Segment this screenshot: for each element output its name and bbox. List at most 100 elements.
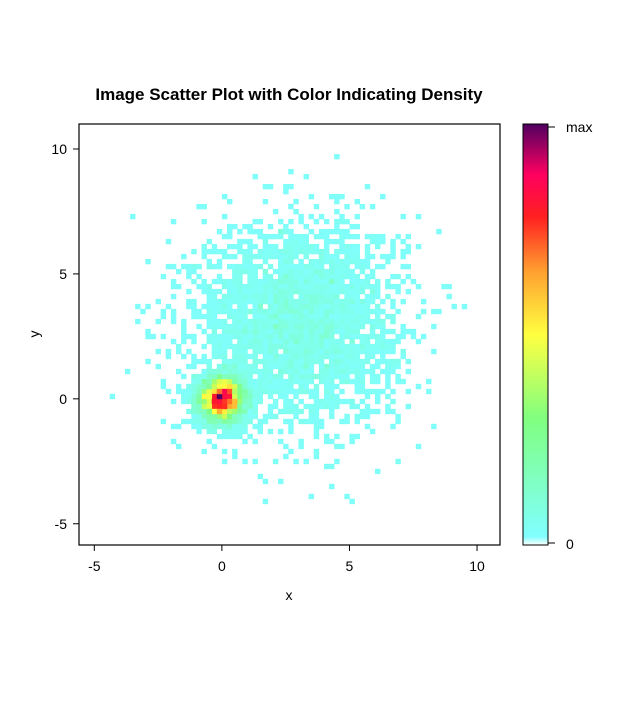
density-cell: [318, 328, 325, 335]
density-cell: [308, 213, 315, 220]
density-cell: [308, 283, 315, 290]
density-cell: [303, 308, 309, 315]
density-cell: [298, 268, 304, 275]
density-cell: [226, 358, 233, 365]
density-cell: [247, 338, 253, 345]
density-cell: [201, 303, 207, 310]
density-cell: [257, 378, 264, 385]
density-cell: [186, 263, 192, 270]
density-cell: [267, 428, 274, 435]
density-cell: [257, 278, 264, 285]
density-cell: [247, 238, 253, 245]
density-cell: [288, 303, 294, 310]
density-cell: [288, 168, 294, 175]
density-cell: [349, 343, 355, 350]
density-cell: [267, 323, 274, 330]
density-cell: [339, 353, 345, 360]
density-cell: [211, 313, 218, 320]
density-cell: [329, 283, 335, 290]
density-cell: [283, 183, 289, 190]
density-cell: [232, 318, 238, 325]
density-cell: [278, 258, 284, 265]
density-cell: [293, 198, 299, 205]
density-cell: [206, 363, 213, 370]
density-cell: [262, 258, 269, 265]
density-cell: [323, 298, 330, 305]
density-cell: [283, 418, 289, 425]
density-cell: [323, 238, 330, 245]
density-cell: [339, 238, 345, 245]
density-cell: [191, 378, 197, 385]
density-cell: [247, 253, 253, 260]
density-cell: [226, 388, 233, 395]
density-cell: [293, 263, 299, 270]
density-cell: [410, 333, 417, 340]
density-cell: [390, 313, 396, 320]
density-cell: [374, 313, 381, 320]
density-cell: [242, 403, 248, 410]
density-cell: [242, 303, 248, 310]
density-cell: [313, 268, 320, 275]
density-cell: [278, 373, 284, 380]
density-cell: [272, 388, 279, 395]
density-cell: [313, 303, 320, 310]
density-cell: [252, 278, 258, 285]
density-cell: [242, 388, 248, 395]
density-cell: [415, 443, 422, 450]
density-cell: [252, 328, 258, 335]
density-cell: [334, 373, 340, 380]
density-cell: [349, 268, 355, 275]
density-cell: [201, 373, 207, 380]
density-cell: [329, 413, 335, 420]
density-cell: [303, 458, 309, 465]
density-cell: [252, 338, 258, 345]
density-cell: [237, 368, 243, 375]
density-cell: [232, 363, 238, 370]
density-cell: [349, 253, 355, 260]
density-cell: [385, 278, 391, 285]
density-cell: [318, 398, 325, 405]
density-cell: [390, 408, 396, 415]
density-cell: [278, 408, 284, 415]
density-cell: [354, 213, 361, 220]
density-cell: [226, 383, 233, 390]
density-cell: [262, 283, 269, 290]
density-cell: [374, 293, 381, 300]
density-cell: [216, 303, 223, 310]
density-cell: [262, 388, 269, 395]
density-cell: [232, 453, 238, 460]
density-cell: [359, 413, 366, 420]
density-cell: [349, 363, 355, 370]
density-cell: [252, 298, 258, 305]
density-cell: [374, 388, 381, 395]
density-cell: [298, 238, 304, 245]
density-cell: [318, 378, 325, 385]
density-cell: [395, 283, 401, 290]
density-cell: [298, 388, 304, 395]
density-cell: [354, 308, 361, 315]
density-cell: [216, 258, 223, 265]
density-cell: [226, 293, 233, 300]
density-cell: [226, 253, 233, 260]
density-cell: [226, 223, 233, 230]
density-cell: [191, 303, 197, 310]
density-cell: [349, 223, 355, 230]
density-cell: [221, 418, 228, 425]
density-cell: [308, 348, 315, 355]
density-cell: [181, 253, 187, 260]
density-cell: [221, 353, 228, 360]
density-cell: [262, 383, 269, 390]
density-cell: [201, 253, 207, 260]
density-cell: [262, 248, 269, 255]
density-cell: [390, 248, 396, 255]
density-cell: [175, 368, 182, 375]
density-cell: [313, 328, 320, 335]
density-cell: [283, 378, 289, 385]
density-cell: [380, 338, 386, 345]
density-cell: [272, 233, 279, 240]
density-cell: [221, 318, 228, 325]
density-cell: [262, 298, 269, 305]
density-cell: [226, 423, 233, 430]
density-cell: [232, 268, 238, 275]
density-cell: [395, 458, 401, 465]
